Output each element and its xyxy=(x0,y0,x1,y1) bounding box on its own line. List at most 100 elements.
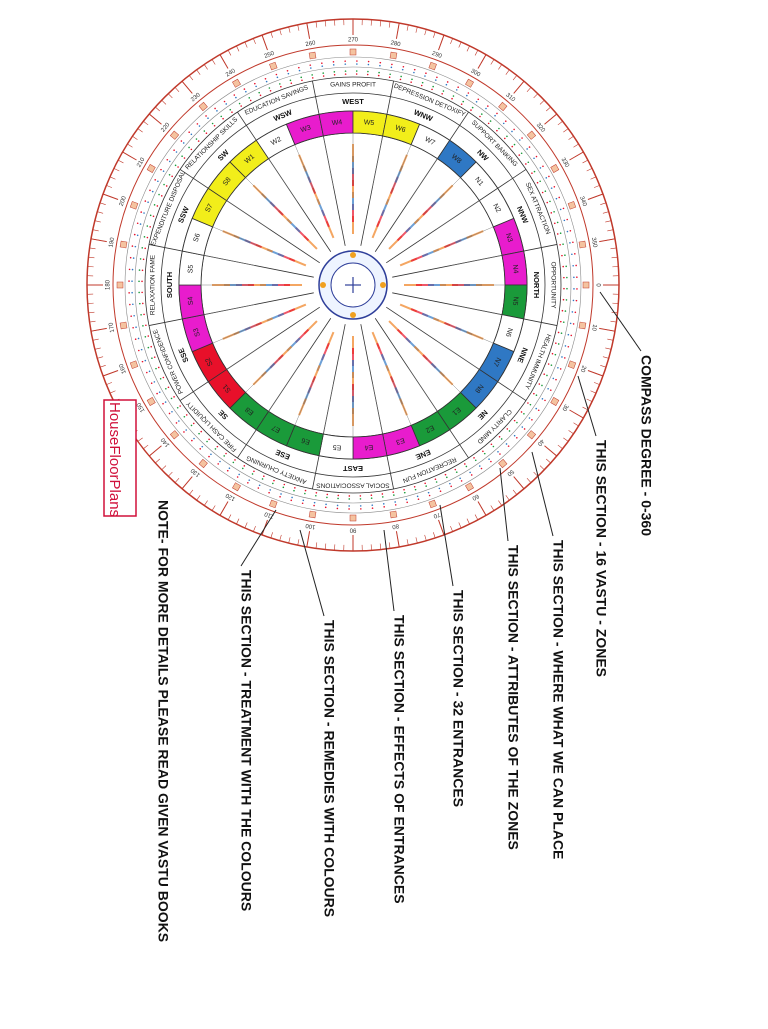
degree-marker xyxy=(390,52,397,59)
remedy-dot xyxy=(521,411,523,413)
remedy-dot xyxy=(154,356,156,358)
remedy-dot xyxy=(291,82,293,84)
remedy-dot xyxy=(152,191,154,193)
remedy-dot xyxy=(255,86,257,88)
remedy-dot xyxy=(529,417,531,419)
remedy-dot xyxy=(334,74,336,76)
remedy-dot xyxy=(527,161,529,163)
remedy-dot xyxy=(223,455,225,457)
remedy-dot xyxy=(572,265,574,267)
remedy-dot xyxy=(310,67,312,69)
remedy-dot xyxy=(422,82,424,84)
remedy-dot xyxy=(525,163,527,165)
remedy-dot xyxy=(301,79,303,81)
remedy-dot xyxy=(521,137,523,139)
remedy-dot xyxy=(258,487,260,489)
remedy-dot xyxy=(566,277,568,279)
remedy-dot xyxy=(147,335,149,337)
remedy-dot xyxy=(574,253,576,255)
remedy-dot xyxy=(566,299,568,301)
remedy-dot xyxy=(518,154,520,156)
remedy-dot xyxy=(200,431,202,433)
remedy-dot xyxy=(367,71,369,73)
remedy-dot xyxy=(183,142,185,144)
remedy-dot xyxy=(140,211,142,213)
remedy-dot xyxy=(470,109,472,111)
remedy-dot xyxy=(487,105,489,107)
remedy-dot xyxy=(185,429,187,431)
remedy-dot xyxy=(253,471,255,473)
remedy-dot xyxy=(552,378,554,380)
remedy-dot xyxy=(141,292,143,294)
remedy-dot xyxy=(568,334,570,336)
degree-marker xyxy=(350,49,356,55)
remedy-dot xyxy=(163,184,165,186)
remedy-dot xyxy=(378,72,380,74)
remedy-dot xyxy=(151,357,153,359)
remedy-dot xyxy=(183,431,185,433)
remedy-dot xyxy=(348,498,350,500)
remedy-dot xyxy=(461,103,463,105)
remedy-dot xyxy=(435,79,437,81)
remedy-dot xyxy=(553,211,555,213)
remedy-dot xyxy=(475,459,477,461)
remedy-dot xyxy=(392,491,394,493)
remedy-dot xyxy=(276,74,278,76)
remedy-dot xyxy=(459,477,461,479)
remedy-dot xyxy=(262,478,264,480)
remedy-dot xyxy=(131,292,133,294)
degree-marker xyxy=(309,52,316,59)
remedy-dot xyxy=(337,498,339,500)
remedy-dot xyxy=(404,492,406,494)
annotation: THIS SECTION - 32 ENTRANCES xyxy=(450,590,466,807)
remedy-dot xyxy=(383,503,385,505)
remedy-dot xyxy=(477,98,479,100)
remedy-dot xyxy=(490,461,492,463)
entrance-label: W5 xyxy=(363,119,374,127)
remedy-dot xyxy=(552,353,554,355)
remedy-dot xyxy=(244,88,246,90)
zone-name: EAST xyxy=(343,464,363,473)
remedy-dot xyxy=(490,120,492,122)
remedy-dot xyxy=(266,81,268,83)
remedy-dot xyxy=(237,476,239,478)
annotation: THIS SECTION - TREATMENT WITH THE COLOUR… xyxy=(238,570,254,911)
remedy-dot xyxy=(543,373,545,375)
remedy-dot xyxy=(259,484,261,486)
remedy-dot xyxy=(148,347,150,349)
remedy-dot xyxy=(410,81,412,83)
remedy-dot xyxy=(133,315,135,317)
remedy-dot xyxy=(273,480,275,482)
degree-marker xyxy=(120,322,127,329)
remedy-dot xyxy=(290,80,292,82)
remedy-dot xyxy=(446,84,448,86)
remedy-dot xyxy=(272,483,274,485)
remedy-dot xyxy=(140,258,142,260)
remedy-dot xyxy=(513,129,515,131)
remedy-dot xyxy=(181,140,183,142)
remedy-dot xyxy=(229,109,231,111)
remedy-dot xyxy=(505,120,507,122)
remedy-dot xyxy=(554,223,556,225)
remedy-dot xyxy=(557,233,559,235)
remedy-dot xyxy=(441,93,443,95)
remedy-dot xyxy=(514,420,516,422)
remedy-dot xyxy=(254,83,256,85)
remedy-dot xyxy=(348,508,350,510)
remedy-dot xyxy=(446,477,448,479)
remedy-dot xyxy=(531,172,533,174)
remedy-dot xyxy=(299,70,301,72)
degree-marker xyxy=(120,241,127,248)
remedy-dot xyxy=(562,310,564,312)
remedy-dot xyxy=(144,236,146,238)
remedy-dot xyxy=(564,357,566,359)
remedy-dot xyxy=(484,453,486,455)
remedy-dot xyxy=(548,363,550,365)
remedy-dot xyxy=(252,473,254,475)
remedy-dot xyxy=(542,192,544,194)
remedy-dot xyxy=(447,81,449,83)
annotation: THIS SECTION - REMEDIES WITH COLOURS xyxy=(321,620,337,917)
remedy-dot xyxy=(536,156,538,158)
remedy-dot xyxy=(154,381,156,383)
entrance-label: E4 xyxy=(364,443,373,451)
